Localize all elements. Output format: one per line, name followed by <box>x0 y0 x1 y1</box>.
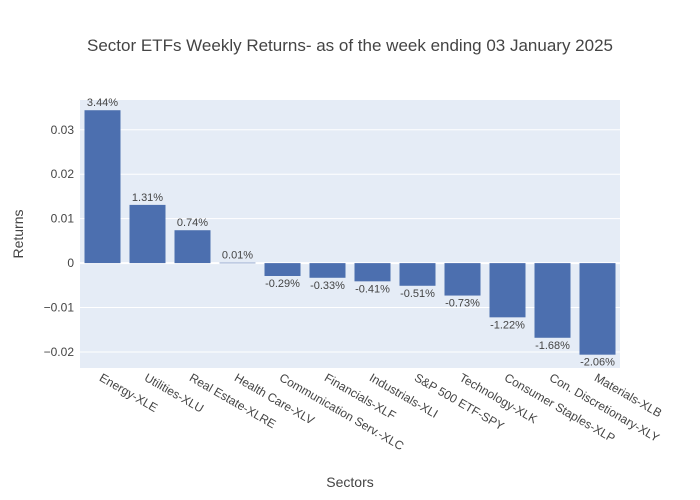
data-label: -0.29% <box>265 278 300 290</box>
bar <box>444 263 481 296</box>
x-axis-title: Sectors <box>326 474 373 490</box>
gridlines <box>80 129 620 353</box>
bars <box>84 110 616 355</box>
plot-area <box>80 100 620 368</box>
data-label: 0.01% <box>222 250 253 262</box>
data-label: -0.73% <box>445 298 480 310</box>
bar <box>354 263 391 282</box>
bar <box>264 263 301 276</box>
data-label: 3.44% <box>87 97 118 109</box>
y-tick-label: 0.01 <box>51 212 75 226</box>
y-tick-label: −0.01 <box>44 301 75 315</box>
bar <box>534 263 571 338</box>
bar <box>579 263 616 355</box>
bar <box>219 262 256 264</box>
data-label: -1.22% <box>490 319 525 331</box>
y-tick-label: 0.02 <box>51 167 75 181</box>
bar <box>489 263 526 318</box>
data-label: -2.06% <box>580 357 615 369</box>
chart-title: Sector ETFs Weekly Returns- as of the we… <box>87 36 613 55</box>
bar <box>174 230 211 264</box>
y-axis: −0.02 −0.01 0 0.01 0.02 0.03 <box>44 123 75 359</box>
y-tick-label: 0.03 <box>51 123 75 137</box>
data-label: 1.31% <box>132 192 163 204</box>
data-labels: 3.44% 1.31% 0.74% 0.01% -0.29% -0.33% -0.41% -0… <box>87 97 615 368</box>
data-label: 0.74% <box>177 217 208 229</box>
data-label: -0.33% <box>310 280 345 292</box>
bar <box>84 110 121 264</box>
y-tick-label: −0.02 <box>44 345 75 359</box>
bar <box>309 263 346 278</box>
bar <box>129 204 166 264</box>
data-label: -1.68% <box>535 340 570 352</box>
bar <box>399 263 436 286</box>
y-axis-title: Returns <box>10 209 26 258</box>
data-label: -0.51% <box>400 288 435 300</box>
data-label: -0.41% <box>355 283 390 295</box>
y-tick-label: 0 <box>67 256 74 270</box>
